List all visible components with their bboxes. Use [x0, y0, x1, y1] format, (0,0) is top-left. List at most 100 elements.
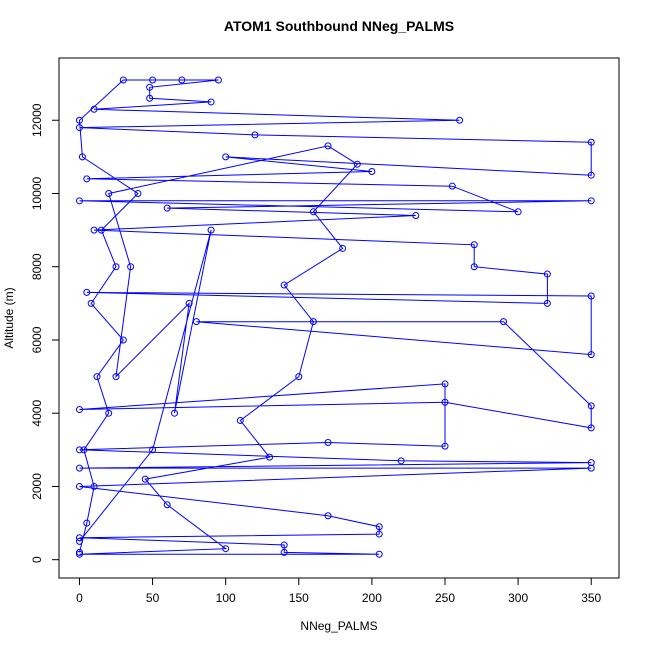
data-point — [146, 83, 154, 91]
data-point — [163, 501, 171, 509]
x-tick-label: 100 — [216, 591, 236, 605]
data-point — [441, 380, 449, 388]
data-point — [587, 292, 595, 300]
data-point — [90, 226, 98, 234]
data-point — [543, 299, 551, 307]
data-point — [105, 189, 113, 197]
data-point — [251, 131, 259, 139]
data-point — [448, 182, 456, 190]
data-point — [97, 226, 105, 234]
chart-title: ATOM1 Southbound NNeg_PALMS — [224, 18, 454, 34]
data-point — [587, 351, 595, 359]
data-point — [222, 545, 230, 553]
data-point — [75, 464, 83, 472]
data-point — [222, 153, 230, 161]
y-tick-label: 12000 — [30, 103, 44, 137]
data-point — [75, 550, 83, 558]
data-point — [587, 424, 595, 432]
data-point — [112, 373, 120, 381]
data-point — [141, 475, 149, 483]
data-point — [324, 142, 332, 150]
data-point — [324, 439, 332, 447]
data-point — [127, 263, 135, 271]
data-point — [375, 530, 383, 538]
y-tick-label: 8000 — [30, 253, 44, 280]
data-point — [266, 453, 274, 461]
data-point — [587, 171, 595, 179]
data-point — [192, 318, 200, 326]
x-tick-label: 300 — [508, 591, 528, 605]
data-point — [295, 373, 303, 381]
data-point — [543, 270, 551, 278]
y-axis-label: Altitude (m) — [2, 287, 16, 348]
data-point — [397, 457, 405, 465]
data-point — [75, 534, 83, 542]
data-point — [185, 299, 193, 307]
data-point — [353, 160, 361, 168]
data-point — [309, 318, 317, 326]
data-point — [309, 208, 317, 216]
data-point — [514, 208, 522, 216]
data-point — [105, 409, 113, 417]
data-point — [83, 288, 91, 296]
data-point — [78, 153, 86, 161]
data-point — [149, 446, 157, 454]
data-point — [75, 537, 83, 545]
data-point — [87, 299, 95, 307]
y-tick-label: 0 — [30, 556, 44, 563]
data-point — [83, 519, 91, 527]
data-point — [324, 512, 332, 520]
data-point — [207, 226, 215, 234]
data-point — [441, 442, 449, 450]
data-point — [163, 204, 171, 212]
data-point — [75, 548, 83, 556]
data-point — [112, 263, 120, 271]
data-point — [470, 241, 478, 249]
data-point — [368, 168, 376, 176]
data-point — [587, 464, 595, 472]
data-point — [587, 138, 595, 146]
data-point — [178, 76, 186, 84]
data-point — [80, 446, 88, 454]
data-point — [587, 459, 595, 467]
data-point — [207, 98, 215, 106]
x-tick-label: 150 — [289, 591, 309, 605]
data-point — [75, 116, 83, 124]
data-point — [75, 446, 83, 454]
data-point — [470, 263, 478, 271]
data-point — [171, 409, 179, 417]
data-point — [134, 189, 142, 197]
data-point — [75, 197, 83, 205]
data-point — [375, 550, 383, 558]
y-tick-label: 6000 — [30, 326, 44, 353]
x-tick-label: 0 — [76, 591, 83, 605]
data-point — [236, 417, 244, 425]
data-point — [119, 76, 127, 84]
data-point — [280, 541, 288, 549]
x-tick-label: 200 — [362, 591, 382, 605]
data-point — [499, 318, 507, 326]
data-point — [587, 197, 595, 205]
data-point — [412, 211, 420, 219]
y-tick-label: 4000 — [30, 400, 44, 427]
data-point — [214, 76, 222, 84]
data-point — [93, 373, 101, 381]
x-tick-label: 250 — [435, 591, 455, 605]
data-point — [75, 482, 83, 490]
data-point — [587, 402, 595, 410]
data-point — [375, 523, 383, 531]
y-tick-label: 10000 — [30, 176, 44, 210]
x-tick-label: 350 — [581, 591, 601, 605]
data-point — [119, 336, 127, 344]
x-tick-label: 50 — [146, 591, 160, 605]
data-point — [75, 406, 83, 414]
data-point — [83, 175, 91, 183]
data-point — [75, 124, 83, 132]
data-point — [280, 548, 288, 556]
data-point — [146, 94, 154, 102]
data-point — [441, 398, 449, 406]
data-line — [78, 79, 592, 555]
x-axis-label: NNeg_PALMS — [300, 619, 377, 633]
